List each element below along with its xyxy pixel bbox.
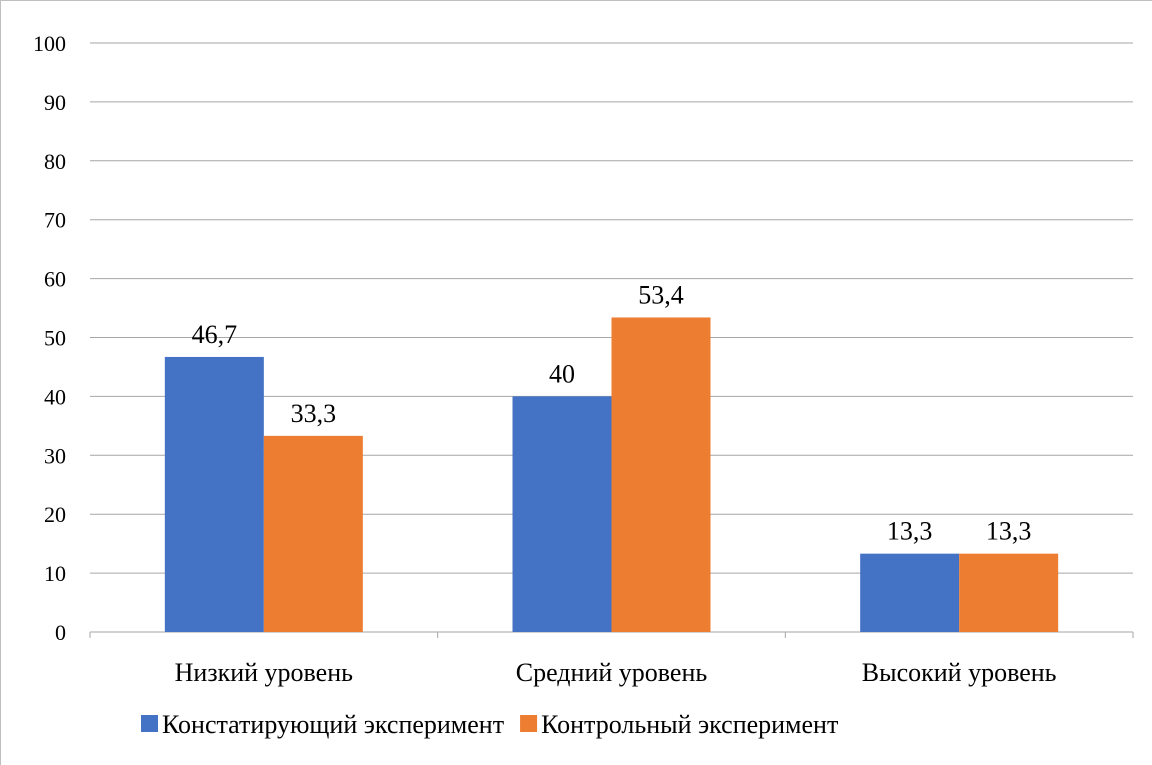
y-tick-label: 50	[44, 326, 66, 351]
y-tick-label: 90	[44, 90, 66, 115]
x-category-label: Высокий уровень	[862, 658, 1057, 687]
legend-label: Констатирующий эксперимент	[162, 710, 504, 739]
data-label: 46,7	[192, 320, 238, 349]
y-tick-label: 80	[44, 149, 66, 174]
data-label: 33,3	[291, 399, 337, 428]
y-tick-label: 70	[44, 208, 66, 233]
y-tick-label: 100	[33, 31, 66, 56]
data-label: 53,4	[638, 280, 684, 309]
legend-swatch	[520, 715, 538, 732]
y-tick-label: 0	[55, 620, 66, 645]
y-tick-label: 20	[44, 502, 66, 527]
legend-label: Контрольный эксперимент	[541, 710, 838, 739]
bar	[164, 356, 264, 632]
data-label: 40	[549, 359, 575, 388]
bar	[611, 317, 711, 632]
bar	[959, 553, 1059, 632]
bar	[512, 396, 612, 632]
y-tick-label: 10	[44, 561, 66, 586]
y-tick-label: 60	[44, 267, 66, 292]
x-category-label: Низкий уровень	[175, 658, 353, 687]
y-tick-label: 30	[44, 443, 66, 468]
legend-swatch	[141, 715, 158, 732]
bar	[860, 553, 960, 632]
bar	[263, 435, 363, 632]
y-tick-label: 40	[44, 384, 66, 409]
x-category-label: Средний уровень	[516, 658, 708, 687]
data-label: 13,3	[887, 517, 933, 546]
data-label: 13,3	[986, 517, 1032, 546]
